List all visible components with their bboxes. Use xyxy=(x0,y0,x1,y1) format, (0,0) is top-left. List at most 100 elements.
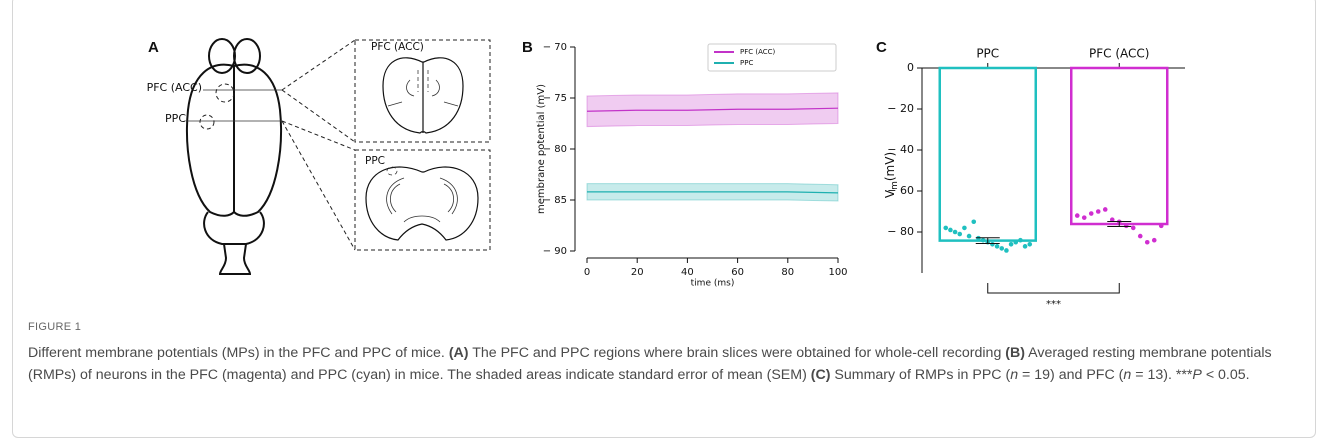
projection-lines xyxy=(281,39,356,251)
region-marker xyxy=(199,114,215,130)
y-tick-label: − 60 xyxy=(887,184,914,197)
panel-label: B xyxy=(522,39,533,56)
error-bar xyxy=(975,237,1000,244)
data-point xyxy=(966,233,972,239)
data-point xyxy=(1102,207,1108,212)
ppc-marker xyxy=(386,166,398,176)
data-point xyxy=(990,242,995,247)
y-axis-label-part: m xyxy=(890,181,900,190)
legend-label: PFC (ACC) xyxy=(740,48,776,56)
data-point xyxy=(1151,237,1157,243)
x-tick-label: 80 xyxy=(781,267,794,278)
y-tick-label: − 70 xyxy=(543,42,567,53)
significance-bracket xyxy=(987,283,1120,294)
y-axis-label-part: (mV) xyxy=(883,152,897,181)
data-point xyxy=(1022,244,1028,249)
data-point xyxy=(1074,213,1080,218)
data-point xyxy=(1088,211,1094,216)
data-point xyxy=(1123,223,1129,229)
caption-part: n xyxy=(1010,367,1019,383)
slice-label: PFC (ACC) xyxy=(371,41,424,53)
x-tick-label: 100 xyxy=(828,267,847,278)
caption-part: = 13). *** xyxy=(1131,367,1193,383)
region-label: PFC (ACC) xyxy=(147,81,202,94)
caption-part: P xyxy=(1192,367,1202,383)
error-bar xyxy=(1107,221,1132,227)
slice-box xyxy=(354,39,491,143)
caption-text: Different membrane potentials (MPs) in t… xyxy=(28,342,1303,386)
figure-frame xyxy=(12,0,1316,438)
x-tick-label: 20 xyxy=(631,267,644,278)
data-point xyxy=(1095,209,1101,214)
slice-detail xyxy=(387,79,459,107)
y-tick-label: − 40 xyxy=(887,143,914,156)
slice-box xyxy=(354,149,491,251)
data-point xyxy=(994,244,1000,249)
panel-label: C xyxy=(876,39,887,56)
caption-part: (C) xyxy=(810,367,831,383)
y-axis-label-part: V xyxy=(883,189,897,198)
y-tick-label: − 80 xyxy=(887,225,914,238)
bar xyxy=(938,66,1037,242)
legend-box xyxy=(707,43,837,72)
caption-part: Averaged resting membrane potentials (RM… xyxy=(28,345,1272,383)
caption-part: (B) xyxy=(1005,345,1025,361)
data-point xyxy=(1130,225,1136,231)
data-point xyxy=(1081,215,1087,220)
x-tick-label: PFC (ACC) xyxy=(1089,47,1149,61)
figure: A PFC (ACC) PPC PFC (ACC) PPC B − 70 − 75 −… xyxy=(147,38,1185,310)
data-point xyxy=(1158,223,1164,229)
caption-part: (A) xyxy=(448,345,469,361)
brainstem xyxy=(218,243,252,275)
region-marker xyxy=(215,83,235,103)
data-point xyxy=(952,229,958,235)
data-point xyxy=(957,231,963,237)
caption-part: < 0.05. xyxy=(1201,367,1250,383)
significance-label: *** xyxy=(1046,299,1061,310)
data-point xyxy=(1137,233,1143,239)
x-tick-label: 0 xyxy=(584,267,590,278)
coronal-slice-pfc xyxy=(382,57,464,134)
y-tick-label: − 80 xyxy=(543,144,567,155)
data-point xyxy=(999,246,1005,251)
olfactory-bulb xyxy=(208,38,236,74)
caption-part: = 19) and PFC ( xyxy=(1018,367,1124,383)
caption-part: n xyxy=(1123,367,1132,383)
data-point xyxy=(948,227,953,233)
data-point xyxy=(980,237,986,243)
y-axis-label: membrane potential (mV) xyxy=(536,84,547,214)
data-point xyxy=(1013,239,1019,245)
y-tick-label: − 75 xyxy=(543,93,567,104)
x-axis-label: time (ms) xyxy=(691,279,735,289)
acc-marker xyxy=(417,70,429,92)
panel-a: A PFC (ACC) PPC PFC (ACC) PPC xyxy=(147,38,491,275)
olfactory-bulb xyxy=(233,38,261,74)
y-tick-label: − 85 xyxy=(543,195,567,206)
y-tick-label: − 20 xyxy=(887,102,914,115)
bar xyxy=(1070,66,1169,226)
data-point xyxy=(1004,248,1009,253)
mean-line xyxy=(586,107,839,112)
y-axis-label: Vm(mV) xyxy=(883,152,900,198)
data-point xyxy=(943,225,949,231)
y-tick-label: 0 xyxy=(907,61,914,74)
region-label: PPC xyxy=(165,112,186,125)
y-tick-label: − 90 xyxy=(543,246,567,257)
panel-label: A xyxy=(148,39,159,56)
x-tick-label: 60 xyxy=(731,267,744,278)
cerebellum xyxy=(203,211,265,245)
x-tick-label: PPC xyxy=(976,47,999,61)
data-point xyxy=(1109,217,1115,222)
data-point xyxy=(1018,237,1023,243)
data-point xyxy=(1027,242,1033,247)
caption: FIGURE 1 Different membrane potentials (… xyxy=(28,316,1303,386)
caption-part: Different membrane potentials (MPs) in t… xyxy=(28,345,449,361)
caption-part: Summary of RMPs in PPC ( xyxy=(830,367,1011,383)
coronal-slice-ppc xyxy=(365,166,479,241)
x-tick-label: 40 xyxy=(681,267,694,278)
data-point xyxy=(962,225,967,231)
slice-label: PPC xyxy=(365,155,385,167)
data-point xyxy=(1008,242,1014,247)
mean-line xyxy=(587,191,839,194)
